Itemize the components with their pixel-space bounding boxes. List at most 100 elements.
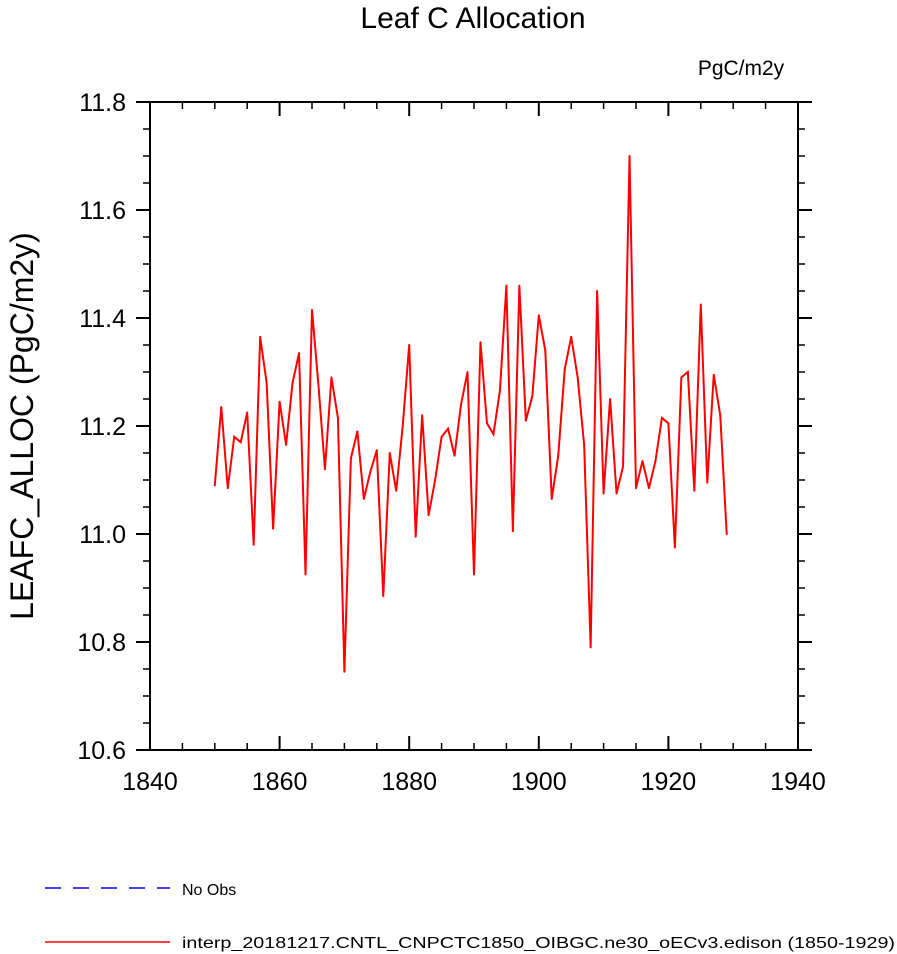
data-point <box>686 371 689 373</box>
data-point <box>356 430 359 433</box>
data-point <box>239 441 242 444</box>
data-point <box>680 376 683 379</box>
minor-ticks <box>143 102 805 750</box>
data-point <box>537 314 540 317</box>
y-tick-label: 11.4 <box>79 305 126 333</box>
data-point <box>609 398 612 400</box>
data-point <box>414 535 417 538</box>
chart-title: Leaf C Allocation <box>360 2 585 35</box>
series-lines <box>213 155 728 672</box>
data-point <box>667 422 670 425</box>
data-point <box>492 433 495 436</box>
data-point <box>602 492 605 495</box>
data-point <box>725 533 728 535</box>
data-point <box>252 543 255 546</box>
legend-label-model: interp_20181217.CNTL_CNPCTC1850_OIBGC.ne… <box>182 935 895 952</box>
data-point <box>375 449 378 452</box>
data-point <box>622 465 625 468</box>
data-point <box>673 546 676 549</box>
y-tick-label: 11.8 <box>79 89 126 117</box>
data-point <box>317 384 320 387</box>
data-point <box>699 303 702 306</box>
data-point <box>518 284 521 287</box>
data-point <box>524 419 527 422</box>
data-point <box>712 373 715 376</box>
data-point <box>505 284 508 287</box>
data-point <box>349 457 352 460</box>
legend: No Obs interp_20181217.CNTL_CNPCTC1850_O… <box>45 882 895 952</box>
data-point <box>382 595 385 598</box>
data-point <box>628 155 631 157</box>
x-tick-label: 1920 <box>641 768 697 796</box>
data-point <box>272 527 275 530</box>
data-point <box>298 352 301 355</box>
data-point <box>362 497 365 500</box>
data-point <box>660 416 663 419</box>
data-point <box>213 484 216 487</box>
x-tick-label: 1860 <box>252 768 308 796</box>
x-tick-label: 1880 <box>381 768 437 796</box>
y-tick-label: 11.2 <box>79 413 126 441</box>
data-point <box>589 646 592 649</box>
data-point <box>531 395 534 398</box>
data-point <box>434 479 437 481</box>
y-axis-label: LEAFC_ALLOC (PgC/m2y) <box>4 232 40 620</box>
data-point <box>323 468 326 471</box>
data-point <box>291 381 294 384</box>
data-point <box>395 489 398 492</box>
data-point <box>719 414 722 417</box>
data-point <box>563 368 566 371</box>
legend-label-no-obs: No Obs <box>182 882 236 899</box>
data-point <box>706 481 709 484</box>
data-point <box>440 435 443 438</box>
data-point <box>330 376 333 379</box>
data-point <box>369 470 372 473</box>
data-point <box>460 403 463 406</box>
data-point <box>233 435 236 438</box>
data-point <box>654 460 657 463</box>
y-tick-label: 11.0 <box>79 521 126 549</box>
x-tick-label: 1900 <box>511 768 567 796</box>
data-point <box>304 573 307 576</box>
data-point <box>453 454 456 457</box>
data-point <box>596 290 599 292</box>
y-tick-label: 11.6 <box>79 197 126 225</box>
data-point <box>485 422 488 425</box>
data-point <box>473 573 475 576</box>
plot-frame <box>149 101 799 751</box>
data-point <box>647 487 650 490</box>
data-point <box>498 389 501 392</box>
x-tick-labels: 1840 1860 1880 1900 1920 1940 <box>122 768 826 796</box>
data-point <box>408 344 411 346</box>
y-tick-label: 10.8 <box>77 629 126 657</box>
data-point <box>511 530 514 533</box>
data-point <box>544 349 547 352</box>
data-point <box>583 443 586 446</box>
data-point <box>343 670 346 673</box>
data-point <box>427 514 430 517</box>
data-point <box>226 487 229 490</box>
data-point <box>285 443 288 446</box>
data-point <box>336 416 339 419</box>
data-point <box>259 335 262 338</box>
data-point <box>615 492 618 495</box>
data-point <box>311 308 313 311</box>
data-point <box>388 452 391 454</box>
y-tick-label: 10.6 <box>77 737 126 765</box>
x-tick-label: 1940 <box>770 768 826 796</box>
data-point <box>447 427 450 430</box>
data-point <box>635 487 637 490</box>
data-point <box>693 489 696 492</box>
data-point <box>557 454 560 457</box>
x-tick-label: 1840 <box>122 768 178 796</box>
data-point <box>401 425 404 427</box>
data-point <box>265 381 268 384</box>
series-line-1 <box>213 155 728 672</box>
data-point <box>570 335 573 338</box>
data-point <box>466 371 469 373</box>
data-point <box>641 460 644 463</box>
y-tick-labels: 10.6 10.8 11.0 11.2 11.4 11.6 11.8 <box>77 89 126 765</box>
data-point <box>421 414 424 417</box>
data-point <box>576 376 579 379</box>
